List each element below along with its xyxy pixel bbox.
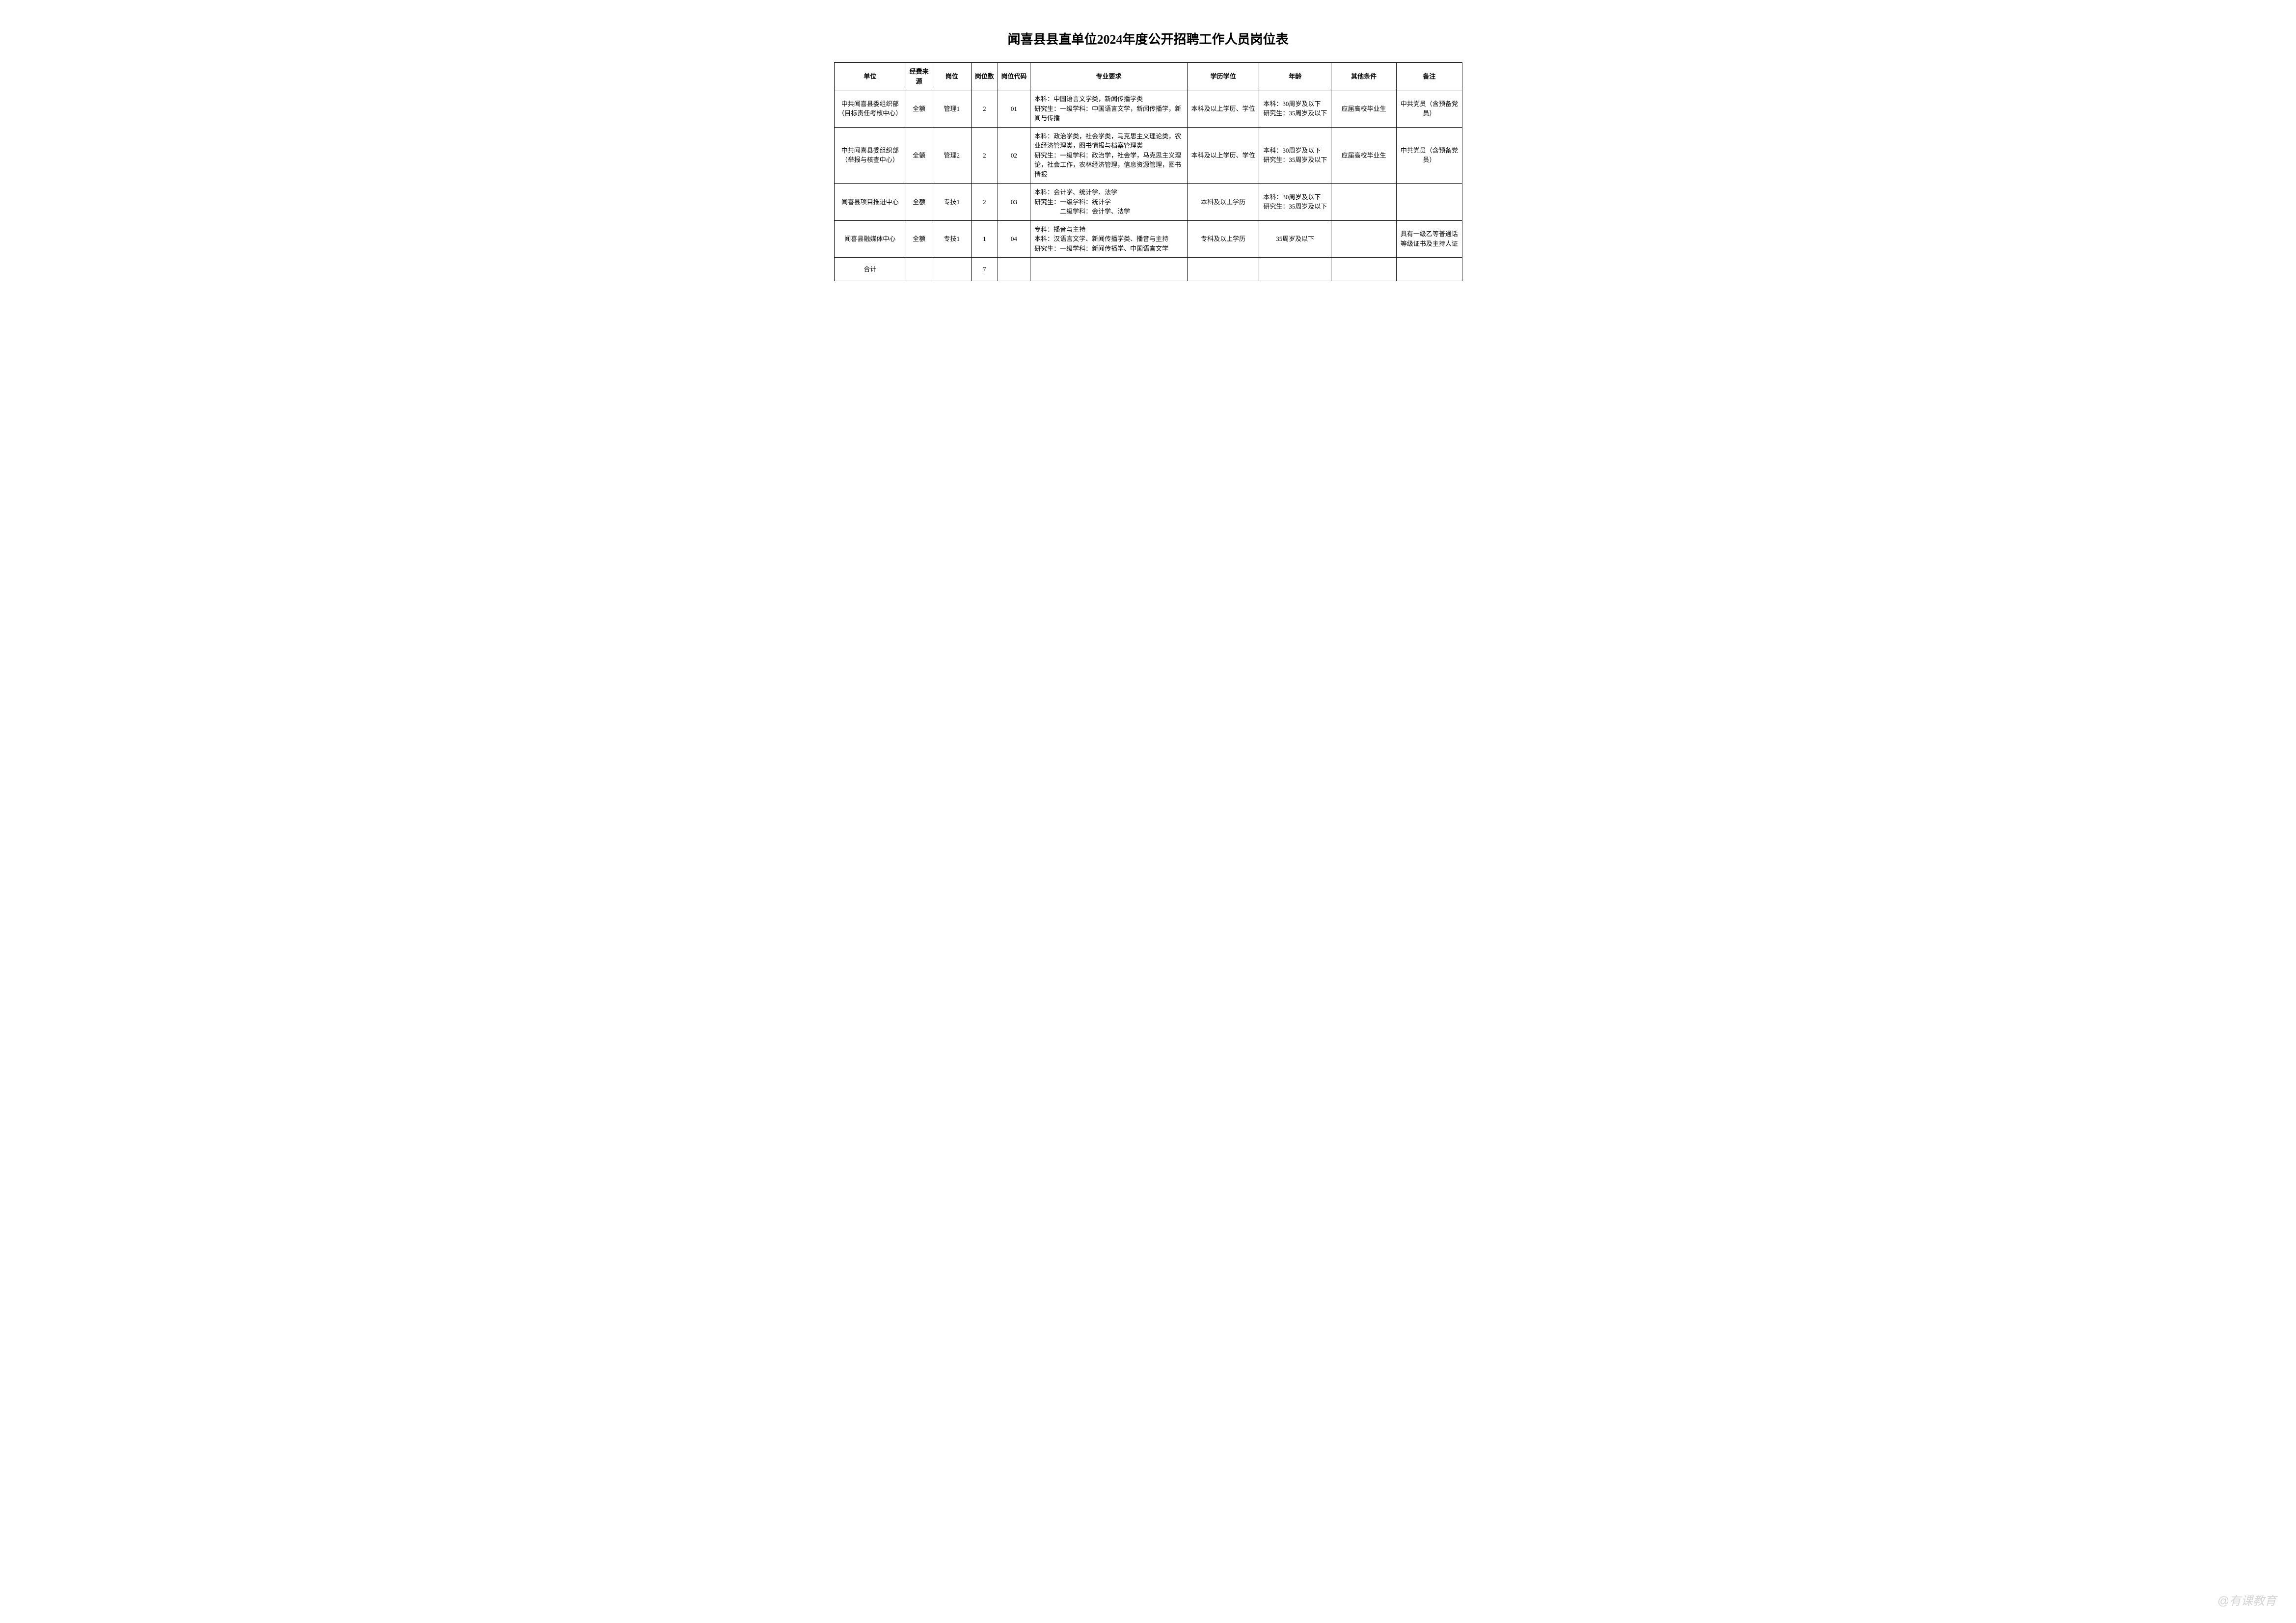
col-header-age: 年龄 [1259,63,1331,90]
table-body: 中共闻喜县委组织部（目标责任考核中心） 全额 管理1 2 01 本科：中国语言文… [834,90,1462,281]
col-header-code: 岗位代码 [998,63,1030,90]
cell-count: 2 [972,127,998,184]
cell-position: 管理2 [932,127,972,184]
table-row: 闻喜县项目推进中心 全额 专技1 2 03 本科：会计学、统计学、法学研究生：一… [834,184,1462,221]
cell-position: 管理1 [932,90,972,128]
col-header-unit: 单位 [834,63,906,90]
cell-major: 本科：政治学类，社会学类，马克思主义理论类，农业经济管理类，图书情报与档案管理类… [1030,127,1188,184]
cell-other: 应届高校毕业生 [1331,127,1396,184]
total-empty [1187,258,1259,281]
cell-code: 02 [998,127,1030,184]
cell-age: 本科：30周岁及以下研究生：35周岁及以下 [1259,184,1331,221]
cell-code: 04 [998,220,1030,258]
page-title: 闻喜县县直单位2024年度公开招聘工作人员岗位表 [834,29,1462,48]
cell-unit: 闻喜县项目推进中心 [834,184,906,221]
table-row: 闻喜县融媒体中心 全额 专技1 1 04 专科：播音与主持本科：汉语言文学、新闻… [834,220,1462,258]
table-row: 中共闻喜县委组织部（目标责任考核中心） 全额 管理1 2 01 本科：中国语言文… [834,90,1462,128]
col-header-edu: 学历学位 [1187,63,1259,90]
cell-other [1331,220,1396,258]
cell-funding: 全额 [906,90,932,128]
total-empty [1259,258,1331,281]
cell-edu: 本科及以上学历、学位 [1187,127,1259,184]
cell-major: 本科：会计学、统计学、法学研究生：一级学科：统计学 二级学科：会计学、法学 [1030,184,1188,221]
cell-unit: 中共闻喜县委组织部（目标责任考核中心） [834,90,906,128]
cell-code: 01 [998,90,1030,128]
table-header-row: 单位 经费来源 岗位 岗位数 岗位代码 专业要求 学历学位 年龄 其他条件 备注 [834,63,1462,90]
table-row: 中共闻喜县委组织部（举报与核查中心） 全额 管理2 2 02 本科：政治学类，社… [834,127,1462,184]
cell-major: 专科：播音与主持本科：汉语言文学、新闻传播学类、播音与主持研究生：一级学科：新闻… [1030,220,1188,258]
cell-major: 本科：中国语言文学类，新闻传播学类研究生：一级学科：中国语言文学，新闻传播学，新… [1030,90,1188,128]
cell-other: 应届高校毕业生 [1331,90,1396,128]
total-empty [1030,258,1188,281]
cell-count: 1 [972,220,998,258]
cell-count: 2 [972,90,998,128]
cell-remark: 中共党员（含预备党员） [1397,90,1462,128]
col-header-count: 岗位数 [972,63,998,90]
cell-funding: 全额 [906,220,932,258]
table-total-row: 合计 7 [834,258,1462,281]
cell-remark [1397,184,1462,221]
total-empty [1397,258,1462,281]
cell-edu: 本科及以上学历 [1187,184,1259,221]
col-header-major: 专业要求 [1030,63,1188,90]
cell-position: 专技1 [932,184,972,221]
cell-unit: 闻喜县融媒体中心 [834,220,906,258]
watermark-text: @有课教育 [2217,1591,2276,1608]
col-header-funding: 经费来源 [906,63,932,90]
cell-other [1331,184,1396,221]
cell-count: 2 [972,184,998,221]
cell-edu: 本科及以上学历、学位 [1187,90,1259,128]
cell-unit: 中共闻喜县委组织部（举报与核查中心） [834,127,906,184]
cell-code: 03 [998,184,1030,221]
col-header-position: 岗位 [932,63,972,90]
document-container: 闻喜县县直单位2024年度公开招聘工作人员岗位表 单位 经费来源 岗位 岗位数 … [834,29,1462,281]
cell-funding: 全额 [906,184,932,221]
cell-age: 本科：30周岁及以下研究生：35周岁及以下 [1259,127,1331,184]
total-empty [1331,258,1396,281]
total-empty [932,258,972,281]
col-header-other: 其他条件 [1331,63,1396,90]
cell-funding: 全额 [906,127,932,184]
cell-remark: 具有一级乙等普通话等级证书及主持人证 [1397,220,1462,258]
cell-age: 本科：30周岁及以下研究生：35周岁及以下 [1259,90,1331,128]
recruitment-table: 单位 经费来源 岗位 岗位数 岗位代码 专业要求 学历学位 年龄 其他条件 备注… [834,62,1462,281]
total-label: 合计 [834,258,906,281]
total-empty [906,258,932,281]
cell-age: 35周岁及以下 [1259,220,1331,258]
cell-position: 专技1 [932,220,972,258]
total-empty [998,258,1030,281]
col-header-remark: 备注 [1397,63,1462,90]
cell-remark: 中共党员（含预备党员） [1397,127,1462,184]
total-count: 7 [972,258,998,281]
cell-edu: 专科及以上学历 [1187,220,1259,258]
